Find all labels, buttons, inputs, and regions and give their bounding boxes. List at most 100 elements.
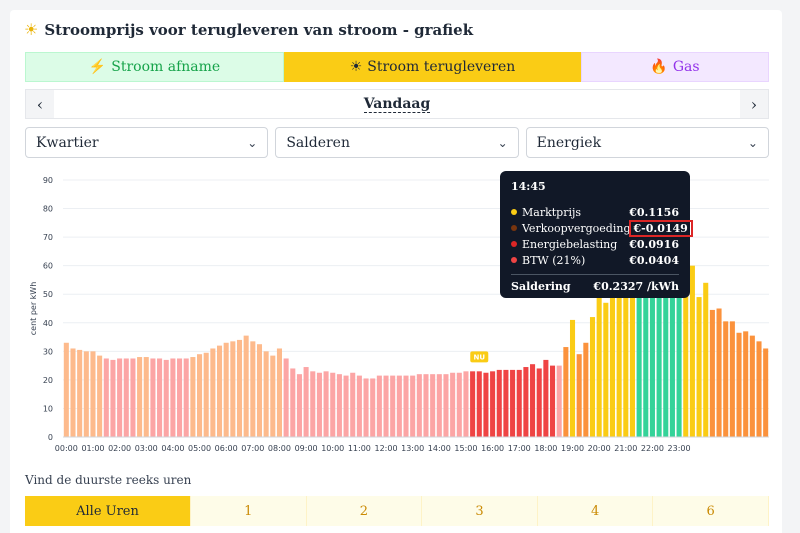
price-bar <box>396 375 402 437</box>
x-tick-label: 21:00 <box>614 444 637 453</box>
price-bar <box>323 371 329 437</box>
mode-select[interactable]: Salderen ⌄ <box>275 127 519 158</box>
btw-dot-icon <box>511 257 517 263</box>
best-hours-label: Vind de duurste reeks uren <box>25 473 192 487</box>
price-bar <box>376 375 382 437</box>
price-bar <box>170 358 176 437</box>
price-bar <box>270 355 276 437</box>
hours-option-all[interactable]: Alle Uren <box>25 496 191 526</box>
tab-stroom-terugleveren-label: Stroom terugleveren <box>367 59 516 75</box>
filter-selects: Kwartier ⌄ Salderen ⌄ Energiek ⌄ <box>25 127 769 158</box>
price-bar <box>197 354 203 437</box>
x-tick-label: 11:00 <box>348 444 371 453</box>
chevron-down-icon: ⌄ <box>497 135 508 150</box>
price-bar <box>250 341 256 437</box>
tooltip-row-label: Verkoopvergoeding <box>522 221 631 235</box>
price-bar <box>436 374 442 437</box>
flame-icon: 🔥 <box>650 59 668 75</box>
tooltip-total-value: €0.2327 /kWh <box>593 280 679 293</box>
marktprijs-dot-icon <box>511 209 517 215</box>
date-label[interactable]: Vandaag <box>363 95 431 113</box>
tab-gas[interactable]: 🔥 Gas <box>581 52 769 82</box>
price-bar <box>256 344 263 437</box>
price-bar <box>763 348 769 437</box>
price-bar <box>430 374 436 437</box>
price-bar <box>123 358 129 437</box>
tab-stroom-afname[interactable]: ⚡ Stroom afname <box>25 52 284 82</box>
price-bar <box>683 288 689 437</box>
price-bar <box>523 367 529 437</box>
price-bar <box>490 371 496 437</box>
hours-option-1[interactable]: 1 <box>191 496 307 526</box>
price-bar <box>370 378 376 437</box>
price-bar <box>656 251 662 437</box>
next-day-button[interactable]: › <box>740 90 768 118</box>
x-tick-label: 10:00 <box>321 444 344 453</box>
mode-select-value: Salderen <box>286 134 350 151</box>
y-tick-label: 40 <box>43 319 53 328</box>
tab-stroom-terugleveren[interactable]: ☀ Stroom terugleveren <box>284 52 581 82</box>
price-bar <box>723 321 729 437</box>
hours-option-3[interactable]: 3 <box>422 496 538 526</box>
price-bar <box>163 359 169 437</box>
energiebelasting-dot-icon <box>511 241 517 247</box>
supplier-select[interactable]: Energiek ⌄ <box>525 127 769 158</box>
y-tick-label: 10 <box>43 404 53 413</box>
price-bar <box>589 317 596 437</box>
price-bar <box>97 355 103 437</box>
y-tick-label: 80 <box>43 205 53 214</box>
price-bar <box>210 348 216 437</box>
price-bar <box>603 302 609 437</box>
prev-day-button[interactable]: ‹ <box>26 90 54 118</box>
x-tick-label: 05:00 <box>188 444 211 453</box>
price-bar <box>283 358 289 437</box>
price-bar <box>290 368 296 437</box>
hours-option-2[interactable]: 2 <box>307 496 423 526</box>
x-tick-label: 03:00 <box>135 444 158 453</box>
page-title: ☀ Stroomprijs voor terugleveren van stro… <box>24 20 473 39</box>
tooltip-row-value: €0.0916 <box>629 237 679 251</box>
price-bar <box>749 335 755 437</box>
tooltip-row-label: Marktprijs <box>522 205 582 219</box>
x-tick-label: 16:00 <box>481 444 504 453</box>
price-bar <box>63 342 69 437</box>
price-bar <box>496 369 502 437</box>
tab-stroom-afname-label: Stroom afname <box>111 59 221 75</box>
x-tick-label: 13:00 <box>401 444 424 453</box>
price-bar <box>416 374 422 437</box>
price-bar <box>696 297 702 437</box>
price-bar <box>530 364 536 437</box>
hours-option-4[interactable]: 4 <box>538 496 654 526</box>
page-title-text: Stroomprijs voor terugleveren van stroom… <box>44 20 474 39</box>
price-bar <box>663 249 669 437</box>
tooltip-row-value: €0.1156 <box>629 205 679 219</box>
price-bar <box>223 342 229 437</box>
price-bar <box>563 347 569 437</box>
lightning-icon: ⚡ <box>88 59 107 75</box>
price-bar <box>143 357 149 437</box>
tooltip-row-btw: BTW (21%) €0.0404 <box>511 252 679 268</box>
x-tick-label: 06:00 <box>215 444 238 453</box>
y-tick-label: 90 <box>43 176 53 185</box>
x-tick-label: 08:00 <box>268 444 291 453</box>
chevron-left-icon: ‹ <box>36 94 44 114</box>
now-marker-label: NU <box>474 353 486 361</box>
price-bar <box>669 261 675 437</box>
price-bar <box>703 282 709 437</box>
price-bar <box>476 371 482 437</box>
x-tick-label: 23:00 <box>668 444 691 453</box>
interval-select[interactable]: Kwartier ⌄ <box>25 127 269 158</box>
price-bar <box>583 342 589 437</box>
price-bar <box>736 332 742 437</box>
price-bar <box>623 258 629 437</box>
price-bar <box>350 372 356 437</box>
price-bar <box>569 319 576 437</box>
price-bar <box>150 358 156 437</box>
x-tick-label: 07:00 <box>241 444 264 453</box>
price-bar <box>183 358 189 437</box>
x-tick-label: 12:00 <box>374 444 397 453</box>
price-bar <box>483 372 489 437</box>
price-bar <box>83 351 89 437</box>
hours-option-6[interactable]: 6 <box>653 496 769 526</box>
sun-icon: ☀ <box>349 59 363 75</box>
